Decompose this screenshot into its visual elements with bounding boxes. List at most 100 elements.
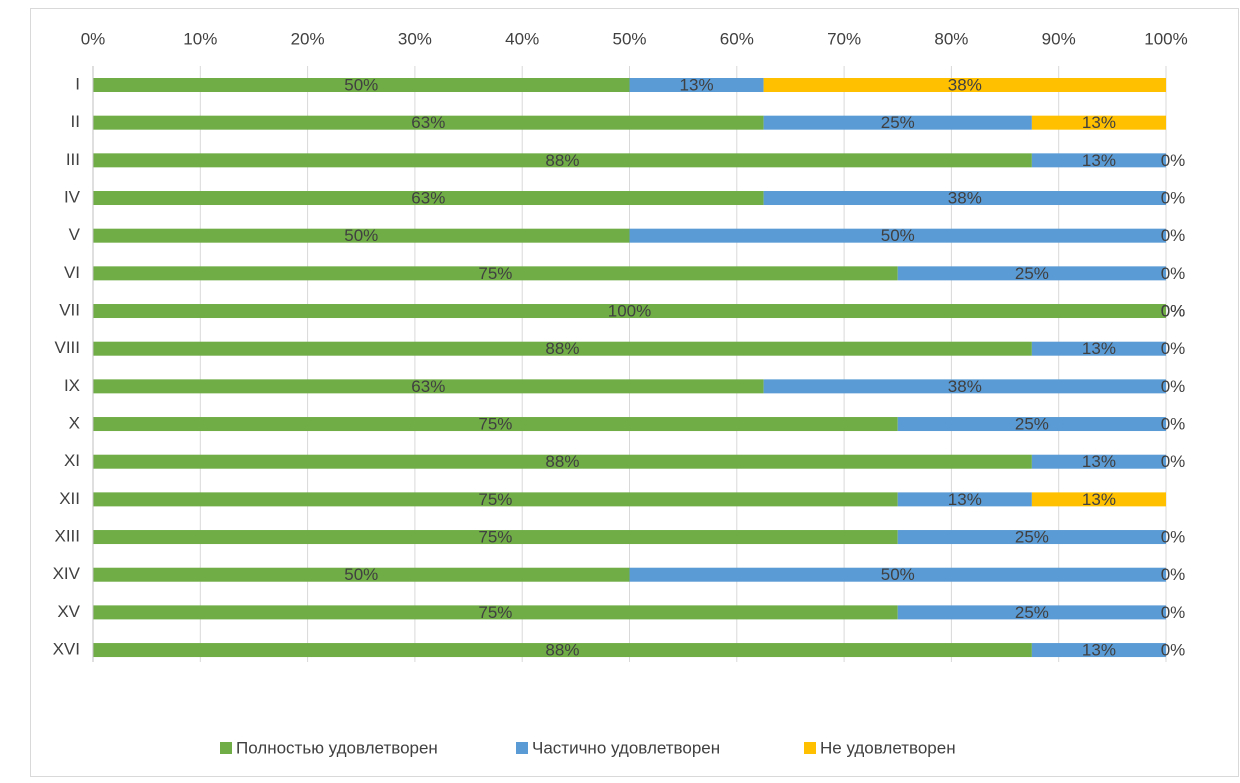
bar-segment: [1031, 153, 1166, 168]
data-label: 63%: [411, 377, 445, 396]
data-label: 50%: [344, 75, 378, 94]
data-label: 0%: [1161, 415, 1186, 434]
data-label: 63%: [411, 113, 445, 132]
legend-label: Полностью удовлетворен: [236, 738, 438, 757]
data-label: 0%: [1161, 264, 1186, 283]
bar-segment: [1031, 454, 1166, 469]
x-tick-label: 80%: [934, 29, 968, 48]
bar-segment: [93, 379, 764, 394]
y-tick-label: X: [69, 414, 80, 433]
bar-segment: [93, 492, 898, 507]
legend-swatch: [516, 742, 528, 754]
bar-segment: [763, 379, 1166, 394]
data-label: 0%: [1161, 528, 1186, 547]
data-label: 63%: [411, 188, 445, 207]
data-label: 0%: [1161, 452, 1186, 471]
data-label: 88%: [545, 151, 579, 170]
data-label: 38%: [948, 377, 982, 396]
data-label: 0%: [1161, 302, 1186, 321]
data-label: 13%: [1082, 641, 1116, 660]
data-label: 75%: [478, 603, 512, 622]
x-tick-label: 0%: [81, 29, 106, 48]
data-label: 50%: [881, 226, 915, 245]
data-label: 0%: [1161, 377, 1186, 396]
y-tick-label: VI: [64, 263, 80, 282]
data-label: 75%: [478, 490, 512, 509]
y-tick-label: IV: [64, 187, 81, 206]
data-label: 88%: [545, 452, 579, 471]
data-label: 0%: [1161, 603, 1186, 622]
x-tick-label: 70%: [827, 29, 861, 48]
data-label: 0%: [1161, 339, 1186, 358]
data-label: 75%: [478, 415, 512, 434]
data-label: 0%: [1161, 565, 1186, 584]
data-label: 13%: [1082, 151, 1116, 170]
data-label: 13%: [948, 490, 982, 509]
bar-segment: [897, 417, 1166, 432]
bar-segment: [1031, 492, 1166, 507]
data-label: 50%: [881, 565, 915, 584]
bar-segment: [93, 643, 1032, 658]
x-tick-label: 100%: [1144, 29, 1187, 48]
chart-frame: [30, 8, 1239, 777]
data-label: 50%: [344, 226, 378, 245]
data-label: 75%: [478, 264, 512, 283]
y-tick-label: XI: [64, 451, 80, 470]
y-tick-label: I: [75, 74, 80, 93]
bar-segment: [897, 266, 1166, 281]
y-tick-label: VIII: [54, 338, 80, 357]
bar-segment: [93, 304, 1166, 319]
data-label: 25%: [1015, 264, 1049, 283]
bar-segment: [629, 567, 1166, 582]
bar-segment: [93, 530, 898, 545]
x-tick-label: 90%: [1042, 29, 1076, 48]
bar-segment: [93, 417, 898, 432]
data-label: 25%: [1015, 415, 1049, 434]
y-tick-label: III: [66, 150, 80, 169]
legend-swatch: [220, 742, 232, 754]
y-tick-label: II: [71, 112, 80, 131]
bar-segment: [93, 191, 764, 206]
bar-segment: [1031, 115, 1166, 130]
legend-label: Не удовлетворен: [820, 738, 956, 757]
data-label: 88%: [545, 339, 579, 358]
data-label: 25%: [1015, 528, 1049, 547]
data-label: 88%: [545, 641, 579, 660]
bar-segment: [629, 78, 764, 92]
y-tick-label: V: [69, 225, 81, 244]
data-label: 0%: [1161, 226, 1186, 245]
x-tick-label: 10%: [183, 29, 217, 48]
y-tick-label: XV: [57, 602, 80, 621]
data-label: 13%: [1082, 113, 1116, 132]
data-label: 13%: [680, 75, 714, 94]
y-tick-label: IX: [64, 376, 80, 395]
x-tick-label: 40%: [505, 29, 539, 48]
bar-segment: [763, 115, 1032, 130]
data-label: 0%: [1161, 151, 1186, 170]
bar-segment: [93, 115, 764, 130]
bar-segment: [1031, 643, 1166, 658]
data-label: 75%: [478, 528, 512, 547]
y-tick-label: XIII: [54, 527, 80, 546]
bar-segment: [763, 78, 1166, 92]
y-tick-label: XIV: [53, 564, 81, 583]
legend-label: Частично удовлетворен: [532, 738, 720, 757]
bar-segment: [897, 605, 1166, 620]
data-label: 100%: [608, 302, 651, 321]
data-label: 0%: [1161, 188, 1186, 207]
bar-segment: [93, 228, 630, 243]
bar-segment: [93, 605, 898, 620]
data-label: 50%: [344, 565, 378, 584]
x-tick-label: 50%: [612, 29, 646, 48]
bar-segment: [93, 153, 1032, 168]
data-label: 13%: [1082, 452, 1116, 471]
data-label: 25%: [881, 113, 915, 132]
bar-segment: [93, 454, 1032, 469]
data-label: 0%: [1161, 641, 1186, 660]
bar-segment: [93, 341, 1032, 356]
bar-segment: [629, 228, 1166, 243]
bar-segment: [93, 266, 898, 281]
bar-segment: [897, 530, 1166, 545]
data-label: 38%: [948, 188, 982, 207]
